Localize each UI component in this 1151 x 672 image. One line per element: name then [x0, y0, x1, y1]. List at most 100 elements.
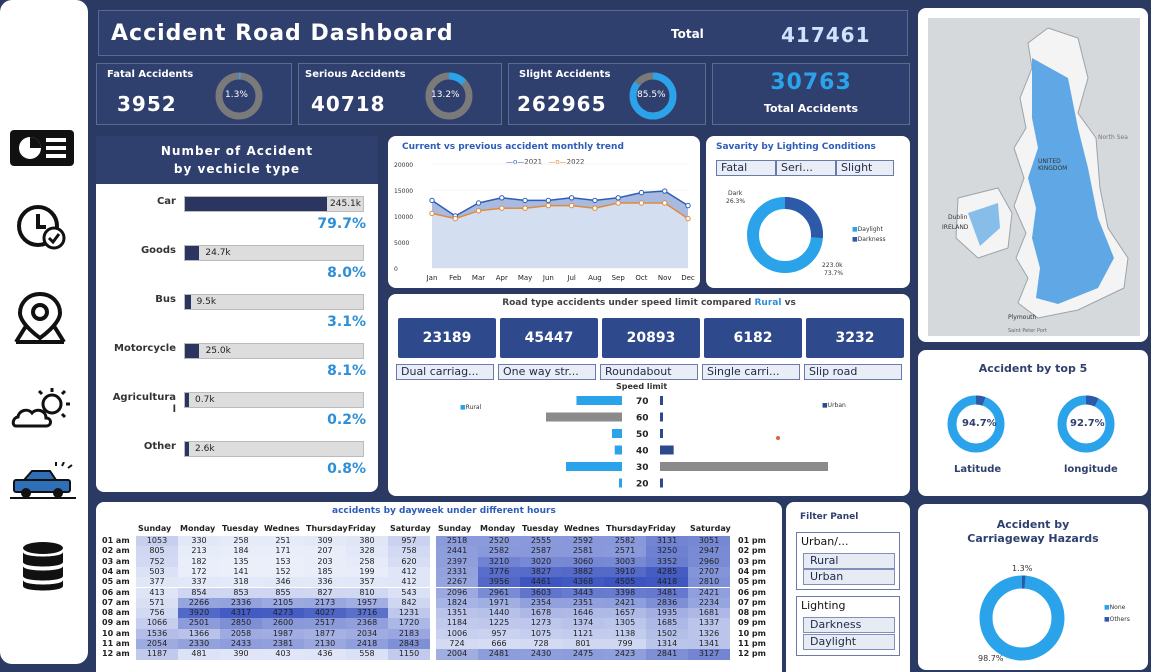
road-type-single[interactable]: Single carri...: [702, 364, 800, 380]
heatmap-am-hour: 08 am: [102, 608, 130, 618]
trend-xtick: Dec: [681, 274, 695, 282]
heatmap-pm-hour: 02 pm: [738, 546, 766, 556]
heatmap-pm-hour: 11 pm: [738, 639, 766, 648]
urban-filter: Urban/... Rural Urban: [796, 532, 900, 590]
heatmap-am-hour: 11 am: [102, 639, 130, 648]
heatmap-cell: 337: [178, 577, 220, 588]
heatmap-cell: 1877: [304, 628, 346, 639]
trend-ytick: 15000: [394, 188, 413, 195]
heatmap-cell: 153: [262, 556, 304, 567]
road-type-oneway[interactable]: One way str...: [498, 364, 596, 380]
heatmap-cell: 1957: [346, 597, 388, 609]
heatmap-cell: 2423: [604, 649, 646, 660]
heatmap-cell: 2850: [220, 618, 262, 629]
heatmap-cell: 3882: [562, 566, 604, 578]
heatmap-pm-hour: 01 pm: [738, 536, 766, 545]
heatmap-cell: 251: [262, 536, 304, 547]
heatmap-cell: 1231: [388, 608, 430, 619]
lighting-donut: [747, 197, 823, 273]
heatmap-cell: 1337: [688, 618, 730, 629]
heatmap-cell: 724: [436, 639, 478, 650]
heatmap-cell: 336: [304, 577, 346, 588]
filter-daylight-option[interactable]: Daylight: [803, 634, 895, 650]
filter-darkness-option[interactable]: Darkness: [803, 617, 895, 633]
heatmap-cell: 3210: [478, 556, 520, 567]
heatmap-pm-hour: 10 pm: [738, 628, 766, 638]
trend-point: [429, 197, 435, 204]
heatmap-cell: 3398: [604, 587, 646, 598]
heatmap-cell: 207: [304, 546, 346, 557]
vehicle-label: Bus: [155, 294, 176, 305]
heatmap-cell: 403: [262, 649, 304, 660]
heatmap-cell: 2183: [388, 628, 430, 639]
trend-point: [568, 195, 575, 201]
heatmap-day-header: Tuesday: [522, 524, 559, 533]
trend-point: [568, 202, 575, 209]
heatmap-day-header: Wednes: [564, 524, 600, 533]
heatmap-cell: 2555: [520, 536, 562, 547]
heatmap-cell: 1066: [136, 618, 178, 629]
heatmap-cell: 2368: [346, 618, 388, 629]
heatmap-cell: 2947: [688, 546, 730, 557]
road-type-roundabout[interactable]: Roundabout: [600, 364, 698, 380]
speed-urban-bar: [660, 462, 828, 471]
heatmap-cell: 1374: [562, 618, 604, 629]
map-label-plymouth: Plymouth: [1008, 314, 1037, 321]
heatmap-cell: 1006: [436, 628, 478, 639]
trend-point: [545, 197, 552, 204]
dashboard-icon[interactable]: [10, 126, 74, 168]
vehicle-row: Motorcycle 25.0k 8.1%: [96, 341, 386, 385]
heatmap-cell: 3003: [604, 556, 646, 567]
heatmap-cell: 2266: [178, 597, 220, 609]
heatmap-cell: 3910: [604, 566, 646, 578]
location-pin-icon[interactable]: [10, 290, 74, 346]
rural-legend: ■Rural: [460, 404, 482, 411]
vehicle-pct: 8.1%: [327, 363, 366, 379]
heatmap-cell: 2843: [388, 639, 430, 650]
heatmap-cell: 318: [220, 577, 262, 588]
heatmap-cell: 2354: [520, 597, 562, 609]
road-value-oneway: 45447: [500, 318, 598, 358]
speed-urban-bar: [660, 445, 674, 455]
heatmap-cell: 2582: [478, 546, 520, 557]
filter-rural-option[interactable]: Rural: [803, 553, 895, 569]
kpi-serious-donut: [425, 72, 473, 120]
filter-urban-option[interactable]: Urban: [803, 569, 895, 585]
trend-line-2022: [431, 202, 689, 220]
clock-check-icon[interactable]: [12, 202, 72, 252]
heatmap-cell: 758: [388, 546, 430, 557]
road-value-dual: 23189: [398, 318, 496, 358]
vehicle-pct: 3.1%: [327, 314, 366, 330]
heatmap-cell: 2330: [178, 639, 220, 650]
heatmap-cell: 412: [388, 566, 430, 578]
map-label-dublin: Dublin: [948, 214, 968, 221]
road-type-dual[interactable]: Dual carriag...: [396, 364, 494, 380]
heatmap-cell: 185: [304, 566, 346, 578]
heatmap-cell: 2381: [262, 639, 304, 650]
vehicle-row: Goods 24.7k 8.0%: [96, 243, 386, 287]
trend-point: [638, 189, 645, 196]
heatmap-cell: 1935: [646, 608, 688, 619]
weather-icon[interactable]: [8, 386, 76, 436]
trend-point: [615, 195, 621, 201]
heatmap-am-hour: 07 am: [102, 597, 130, 607]
heatmap-cell: 1053: [136, 536, 178, 547]
lighting-tab-serious[interactable]: Seri...: [776, 160, 836, 176]
lighting-tab-slight[interactable]: Slight: [836, 160, 894, 176]
map-label-north-sea: North Sea: [1098, 134, 1128, 141]
trend-point: [662, 188, 668, 194]
vehicle-icon[interactable]: [10, 461, 76, 502]
kpi-fatal: Fatal Accidents 3952 1.3%: [96, 63, 292, 125]
heatmap-day-header: Friday: [348, 524, 376, 533]
map-label-saint-peter: Saint Peter Port: [1008, 328, 1047, 334]
heatmap-cell: 1536: [136, 628, 178, 639]
vehicle-pct: 8.0%: [327, 265, 366, 281]
vehicle-label-cont: l: [172, 404, 176, 415]
uk-map: [928, 18, 1140, 336]
database-icon[interactable]: [18, 540, 68, 592]
heatmap-am-hour: 01 am: [102, 536, 130, 545]
road-type-slip[interactable]: Slip road: [804, 364, 902, 380]
trend-ytick: 20000: [394, 162, 413, 169]
lighting-tab-fatal[interactable]: Fatal: [716, 160, 776, 176]
heatmap-cell: 2433: [220, 639, 262, 650]
